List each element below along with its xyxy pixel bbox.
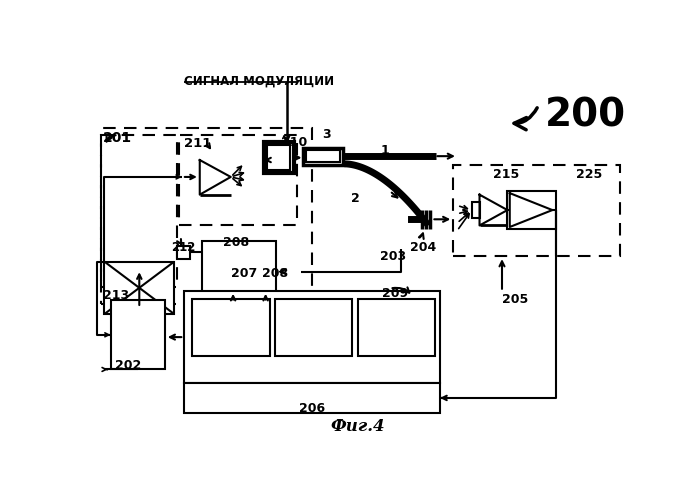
Text: 2: 2 bbox=[351, 192, 359, 205]
Bar bbox=[303, 148, 343, 165]
Bar bbox=[101, 134, 178, 287]
Text: 213: 213 bbox=[103, 288, 129, 301]
Text: 201: 201 bbox=[103, 131, 132, 145]
Text: 210: 210 bbox=[281, 136, 308, 149]
FancyArrowPatch shape bbox=[177, 239, 182, 244]
Text: 204: 204 bbox=[410, 241, 436, 254]
Bar bbox=[306, 150, 340, 162]
FancyArrowPatch shape bbox=[392, 288, 410, 293]
Bar bbox=[104, 262, 174, 314]
Text: 208: 208 bbox=[261, 267, 288, 280]
Bar bbox=[178, 246, 189, 259]
Text: 225: 225 bbox=[575, 168, 602, 180]
Bar bbox=[358, 299, 435, 356]
Text: 200: 200 bbox=[545, 96, 626, 134]
Text: 203: 203 bbox=[380, 250, 406, 263]
Text: 215: 215 bbox=[493, 168, 520, 180]
Text: 202: 202 bbox=[115, 359, 140, 372]
Text: 208: 208 bbox=[223, 236, 249, 249]
Bar bbox=[507, 191, 556, 229]
FancyArrowPatch shape bbox=[514, 108, 537, 130]
Bar bbox=[275, 299, 352, 356]
Bar bbox=[185, 291, 440, 384]
Text: 207: 207 bbox=[231, 267, 257, 280]
Bar bbox=[192, 299, 270, 356]
Bar bbox=[185, 384, 440, 413]
Bar bbox=[264, 142, 294, 173]
Bar bbox=[202, 241, 275, 302]
FancyArrowPatch shape bbox=[419, 233, 424, 239]
Bar bbox=[267, 145, 290, 170]
Text: СИГНАЛ МОДУЛЯЦИИ: СИГНАЛ МОДУЛЯЦИИ bbox=[185, 74, 334, 87]
Text: Фиг.4: Фиг.4 bbox=[331, 418, 385, 435]
Bar bbox=[179, 134, 296, 226]
Text: 212: 212 bbox=[171, 241, 196, 254]
Bar bbox=[110, 300, 165, 370]
Bar bbox=[472, 203, 480, 218]
Text: 205: 205 bbox=[502, 293, 528, 306]
Text: 3: 3 bbox=[322, 129, 331, 142]
FancyArrowPatch shape bbox=[106, 135, 115, 142]
Text: 1: 1 bbox=[380, 144, 389, 157]
Text: 206: 206 bbox=[299, 402, 325, 415]
Bar bbox=[453, 166, 620, 256]
Text: 209: 209 bbox=[382, 287, 408, 300]
Text: 211: 211 bbox=[185, 137, 212, 150]
Bar bbox=[101, 129, 312, 304]
